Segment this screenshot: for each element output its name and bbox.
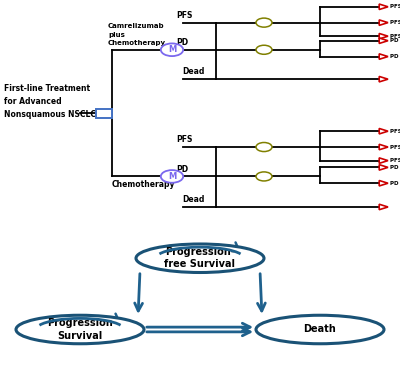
- Text: PFS to PFS: PFS to PFS: [390, 4, 400, 9]
- Circle shape: [256, 18, 272, 27]
- Text: Chemotherapy: Chemotherapy: [112, 180, 176, 189]
- Polygon shape: [379, 158, 388, 163]
- Text: Progression
Survival: Progression Survival: [47, 318, 113, 341]
- Text: M: M: [168, 172, 176, 181]
- Text: Death: Death: [304, 325, 336, 334]
- Circle shape: [161, 170, 183, 183]
- Text: PD to PD: PD to PD: [390, 165, 400, 170]
- Text: PD to PD: PD to PD: [390, 38, 400, 43]
- Polygon shape: [379, 20, 388, 25]
- Text: PD to Dead: PD to Dead: [390, 181, 400, 186]
- Text: PFS to PFS: PFS to PFS: [390, 129, 400, 134]
- Polygon shape: [379, 54, 388, 59]
- Text: PFS to Dead: PFS to Dead: [390, 158, 400, 163]
- Polygon shape: [379, 34, 388, 39]
- Text: PFS to PD: PFS to PD: [390, 144, 400, 150]
- Text: PFS: PFS: [176, 11, 192, 20]
- Circle shape: [256, 45, 272, 54]
- Text: PFS to PD: PFS to PD: [390, 20, 400, 25]
- Text: Progression-
free Survival: Progression- free Survival: [164, 247, 236, 270]
- Text: First-line Treatment
for Advanced
Nonsquamous NSCLC: First-line Treatment for Advanced Nonsqu…: [4, 84, 96, 120]
- Circle shape: [256, 172, 272, 181]
- Polygon shape: [379, 129, 388, 134]
- Text: Dead: Dead: [182, 195, 204, 204]
- Polygon shape: [379, 4, 388, 9]
- Polygon shape: [379, 181, 388, 186]
- Polygon shape: [379, 204, 388, 210]
- Text: Camrelizumab
plus
Chemotherapy: Camrelizumab plus Chemotherapy: [108, 23, 166, 46]
- Polygon shape: [379, 38, 388, 43]
- Ellipse shape: [256, 315, 384, 344]
- Ellipse shape: [16, 315, 144, 344]
- Circle shape: [256, 143, 272, 152]
- Text: PD to Dead: PD to Dead: [390, 54, 400, 59]
- Polygon shape: [379, 77, 388, 82]
- Polygon shape: [379, 165, 388, 170]
- Text: PD: PD: [176, 38, 188, 47]
- Bar: [96, 109, 112, 118]
- Text: Dead: Dead: [182, 67, 204, 77]
- Text: PFS: PFS: [176, 135, 192, 144]
- Circle shape: [161, 43, 183, 56]
- Polygon shape: [379, 144, 388, 150]
- Text: M: M: [168, 45, 176, 54]
- Text: PD: PD: [176, 165, 188, 174]
- Ellipse shape: [136, 244, 264, 273]
- Text: PFS to Dead: PFS to Dead: [390, 34, 400, 39]
